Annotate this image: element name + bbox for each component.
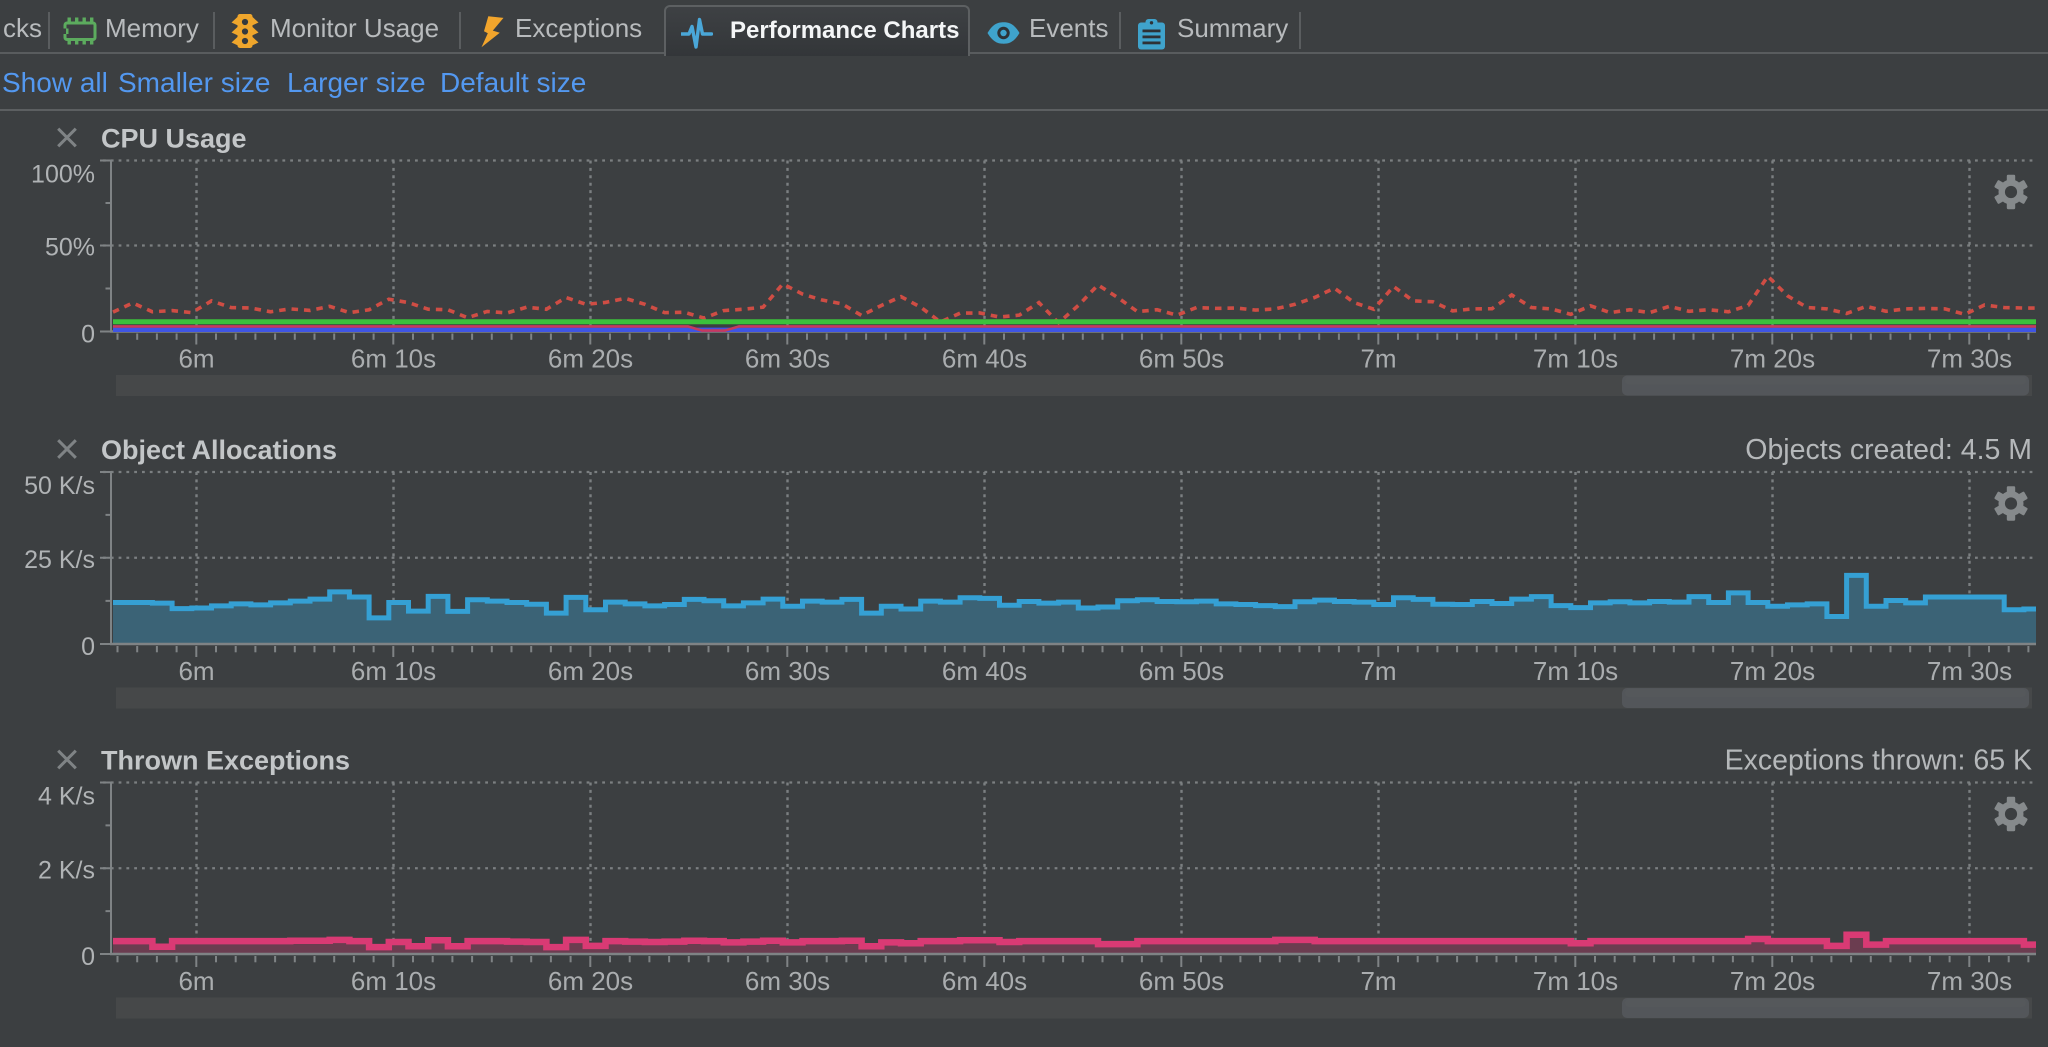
svg-text:7m: 7m <box>1360 966 1396 996</box>
svg-text:6m 50s: 6m 50s <box>1139 344 1224 374</box>
svg-text:6m 10s: 6m 10s <box>351 656 436 686</box>
svg-text:6m 40s: 6m 40s <box>942 966 1027 996</box>
svg-text:6m 50s: 6m 50s <box>1139 656 1224 686</box>
svg-text:6m 10s: 6m 10s <box>351 966 436 996</box>
svg-text:Objects created: 4.5 M: Objects created: 4.5 M <box>1745 434 2032 466</box>
svg-text:0: 0 <box>81 321 95 349</box>
svg-text:4 K/s: 4 K/s <box>38 783 95 811</box>
svg-text:50 K/s: 50 K/s <box>24 472 95 500</box>
svg-text:6m 20s: 6m 20s <box>548 656 633 686</box>
svg-text:2 K/s: 2 K/s <box>38 856 95 884</box>
svg-text:6m 30s: 6m 30s <box>745 966 830 996</box>
svg-text:100%: 100% <box>31 161 95 189</box>
svg-text:7m 30s: 7m 30s <box>1927 656 2012 686</box>
svg-text:Thrown Exceptions: Thrown Exceptions <box>101 746 350 776</box>
svg-text:7m 20s: 7m 20s <box>1730 344 1815 374</box>
svg-text:7m 10s: 7m 10s <box>1533 966 1618 996</box>
svg-text:50%: 50% <box>45 234 95 262</box>
svg-text:6m 40s: 6m 40s <box>942 656 1027 686</box>
svg-text:0: 0 <box>81 633 95 661</box>
svg-text:6m: 6m <box>178 966 214 996</box>
svg-text:7m 30s: 7m 30s <box>1927 344 2012 374</box>
svg-text:7m 20s: 7m 20s <box>1730 966 1815 996</box>
svg-text:Object Allocations: Object Allocations <box>101 435 337 465</box>
svg-text:Exceptions thrown: 65 K: Exceptions thrown: 65 K <box>1725 745 2032 777</box>
svg-text:7m: 7m <box>1360 344 1396 374</box>
svg-text:6m: 6m <box>178 344 214 374</box>
svg-text:25 K/s: 25 K/s <box>24 546 95 574</box>
svg-text:7m 10s: 7m 10s <box>1533 344 1618 374</box>
svg-text:6m 30s: 6m 30s <box>745 656 830 686</box>
svg-text:0: 0 <box>81 943 95 971</box>
svg-text:7m: 7m <box>1360 656 1396 686</box>
svg-text:6m 30s: 6m 30s <box>745 344 830 374</box>
svg-text:CPU Usage: CPU Usage <box>101 124 247 154</box>
svg-text:6m 20s: 6m 20s <box>548 344 633 374</box>
svg-text:6m 20s: 6m 20s <box>548 966 633 996</box>
svg-text:7m 10s: 7m 10s <box>1533 656 1618 686</box>
svg-text:7m 30s: 7m 30s <box>1927 966 2012 996</box>
svg-text:6m 10s: 6m 10s <box>351 344 436 374</box>
svg-text:6m 50s: 6m 50s <box>1139 966 1224 996</box>
svg-text:6m: 6m <box>178 656 214 686</box>
svg-text:7m 20s: 7m 20s <box>1730 656 1815 686</box>
svg-text:6m 40s: 6m 40s <box>942 344 1027 374</box>
